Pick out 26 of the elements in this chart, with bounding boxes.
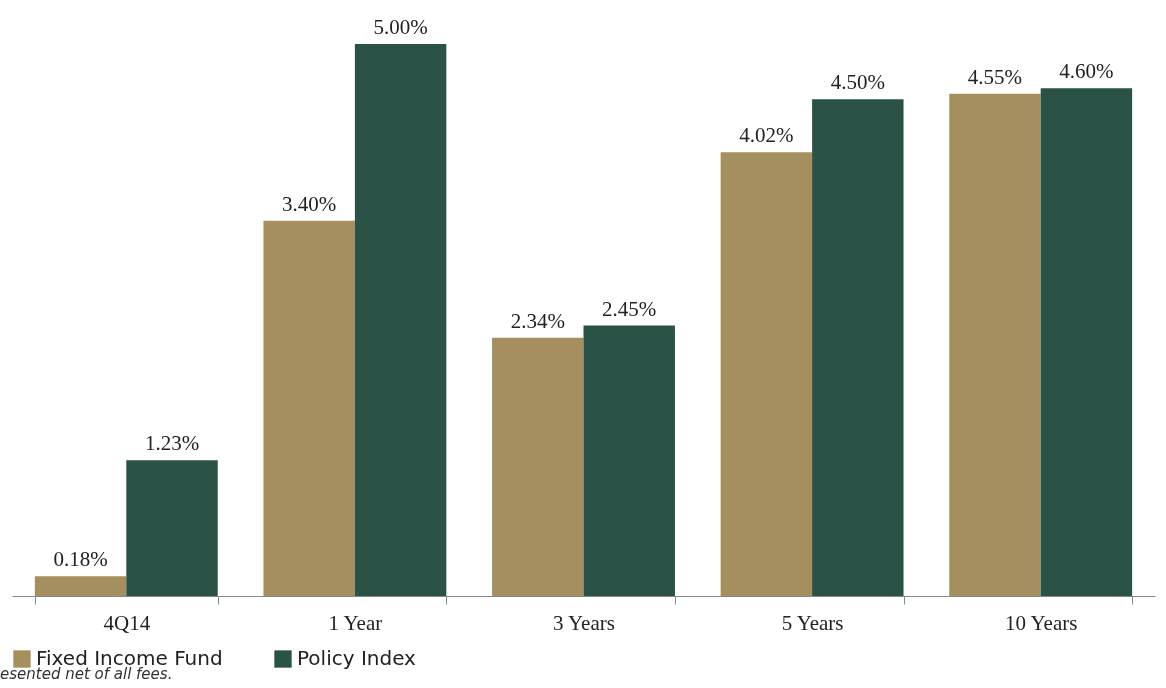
bar — [354, 44, 447, 596]
data-label: 4.55% — [967, 64, 1023, 89]
bar — [492, 337, 584, 596]
data-label: 1.23% — [144, 431, 200, 456]
data-label: 0.18% — [53, 547, 108, 572]
x-tick-label: 1 Year — [328, 610, 383, 635]
data-label: 4.50% — [830, 70, 885, 95]
data-label: 4.60% — [1059, 59, 1114, 84]
bar — [949, 93, 1041, 596]
data-label: 4.02% — [739, 123, 794, 148]
data-label: 2.34% — [510, 308, 565, 333]
x-tick-label: 4Q14 — [103, 610, 151, 635]
bar — [34, 576, 127, 596]
x-tick-label: 3 Years — [553, 610, 615, 635]
bar — [263, 220, 355, 596]
x-tick-label: 10 Years — [1005, 610, 1078, 635]
data-label: 2.45% — [602, 296, 657, 321]
bar — [583, 325, 675, 596]
data-label: 3.40% — [282, 191, 337, 216]
bar — [1040, 88, 1133, 596]
x-tick-label: 5 Years — [781, 610, 844, 635]
bar — [126, 460, 218, 596]
data-label: 5.00% — [373, 15, 428, 39]
legend-label: Policy Index — [297, 646, 417, 670]
bar — [812, 99, 904, 596]
bar — [720, 152, 813, 596]
